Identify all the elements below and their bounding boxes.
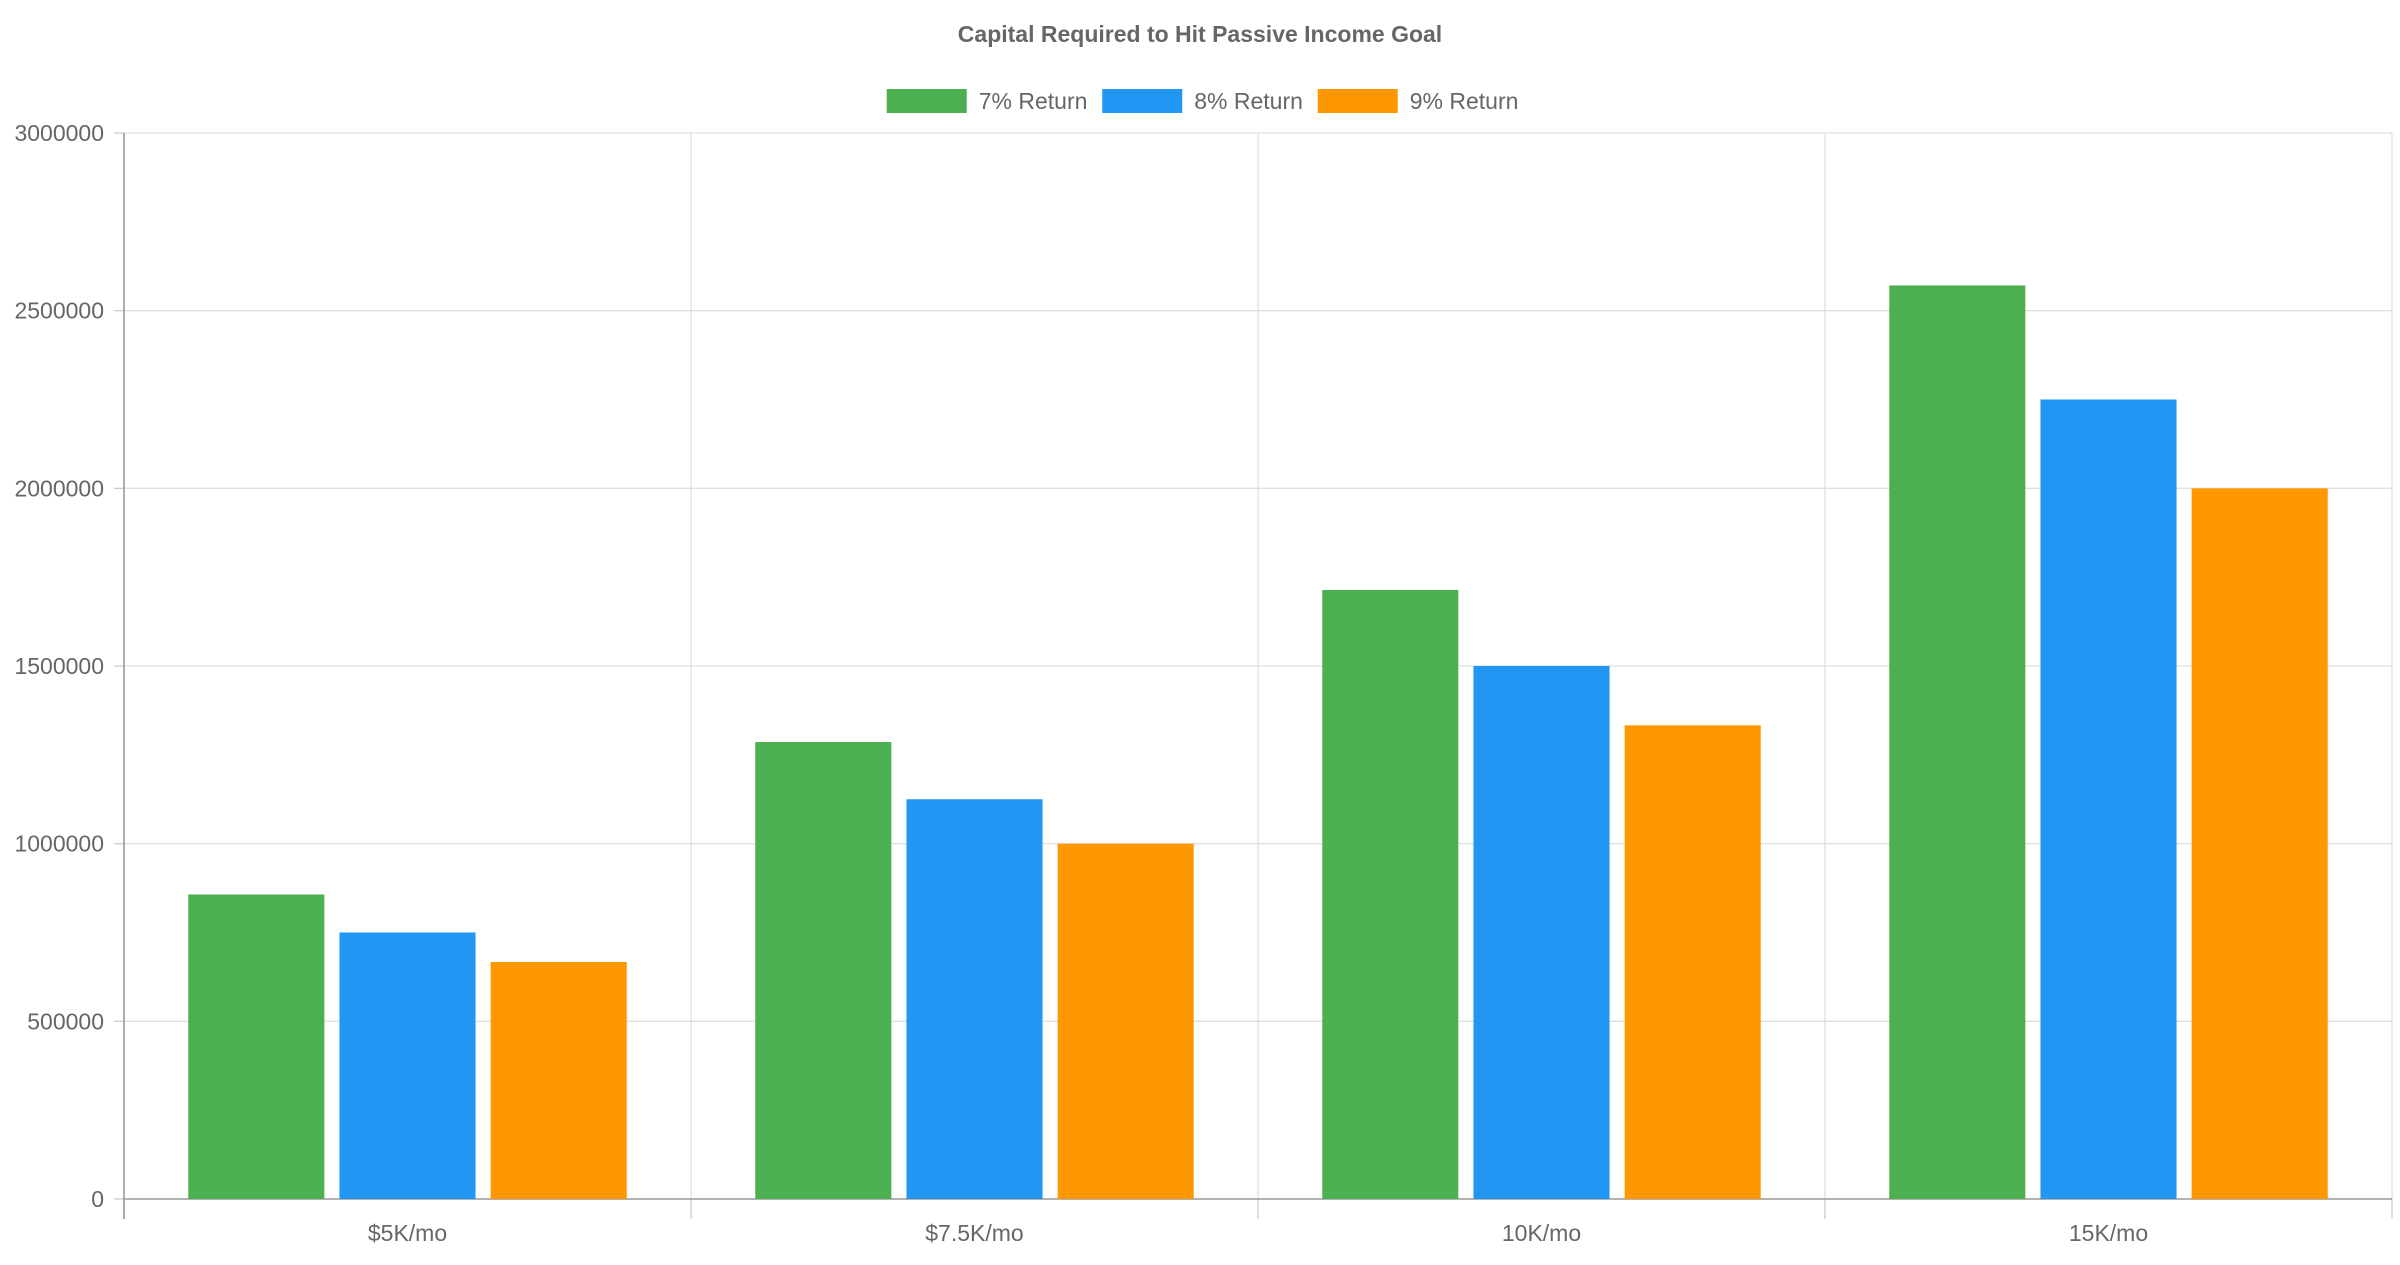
bar	[188, 894, 325, 1199]
legend-item[interactable]: 7% Return	[886, 88, 1088, 114]
grid-lines	[124, 132, 2393, 1199]
legend-label: 9% Return	[1410, 88, 1519, 114]
y-tick-label: 2000000	[14, 475, 104, 501]
x-tick-label: 10K/mo	[1502, 1220, 1581, 1246]
chart-title: Capital Required to Hit Passive Income G…	[958, 21, 1442, 47]
legend-swatch	[886, 89, 967, 113]
y-tick-label: 1000000	[14, 831, 104, 857]
bar	[490, 961, 627, 1199]
bar	[1889, 285, 2026, 1199]
bar	[2040, 399, 2177, 1199]
y-tick-label: 500000	[27, 1008, 104, 1034]
y-tick-label: 3000000	[14, 120, 104, 146]
legend-label: 7% Return	[979, 88, 1088, 114]
bar	[339, 932, 476, 1199]
bars	[188, 285, 2328, 1199]
x-tick-label: $5K/mo	[368, 1220, 447, 1246]
bar	[1322, 589, 1459, 1199]
x-tick-label: $7.5K/mo	[925, 1220, 1023, 1246]
legend-swatch	[1317, 89, 1398, 113]
bar	[906, 799, 1043, 1199]
legend-item[interactable]: 9% Return	[1317, 88, 1519, 114]
y-tick-label: 1500000	[14, 653, 104, 679]
bar	[1057, 843, 1194, 1199]
axes: 0 500000 1000000 1500000 2000000 2500000 30000…	[14, 120, 2393, 1246]
bar	[755, 742, 892, 1199]
bar	[1473, 666, 1610, 1199]
legend[interactable]: 7% Return 8% Return 9% Return	[886, 88, 1519, 114]
bar	[2191, 488, 2328, 1199]
legend-label: 8% Return	[1194, 88, 1303, 114]
x-tick-label: 15K/mo	[2069, 1220, 2148, 1246]
legend-swatch	[1102, 89, 1183, 113]
y-tick-label: 2500000	[14, 298, 104, 324]
legend-item[interactable]: 8% Return	[1102, 88, 1303, 114]
bar	[1624, 725, 1761, 1199]
y-tick-label: 0	[91, 1186, 104, 1212]
